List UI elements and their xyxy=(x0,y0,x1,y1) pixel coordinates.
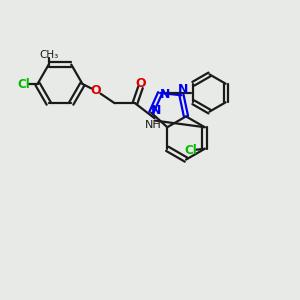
Text: CH₃: CH₃ xyxy=(39,50,58,60)
Text: N: N xyxy=(178,83,188,96)
Text: O: O xyxy=(135,76,146,90)
Text: O: O xyxy=(91,84,101,97)
Text: N: N xyxy=(151,104,161,117)
Text: NH: NH xyxy=(145,120,161,130)
Text: Cl: Cl xyxy=(18,77,30,91)
Text: N: N xyxy=(160,88,170,101)
Text: Cl: Cl xyxy=(185,144,198,157)
